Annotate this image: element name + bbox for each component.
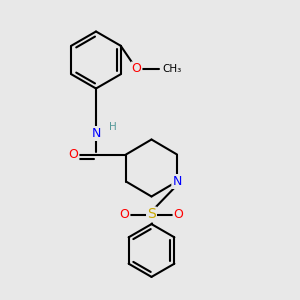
Text: O: O [132,62,141,76]
Text: S: S [147,208,156,221]
Text: O: O [174,208,183,221]
Text: N: N [172,175,182,188]
Text: H: H [109,122,116,133]
Text: O: O [120,208,129,221]
Text: O: O [69,148,78,161]
Text: CH₃: CH₃ [162,64,181,74]
Text: N: N [91,127,101,140]
